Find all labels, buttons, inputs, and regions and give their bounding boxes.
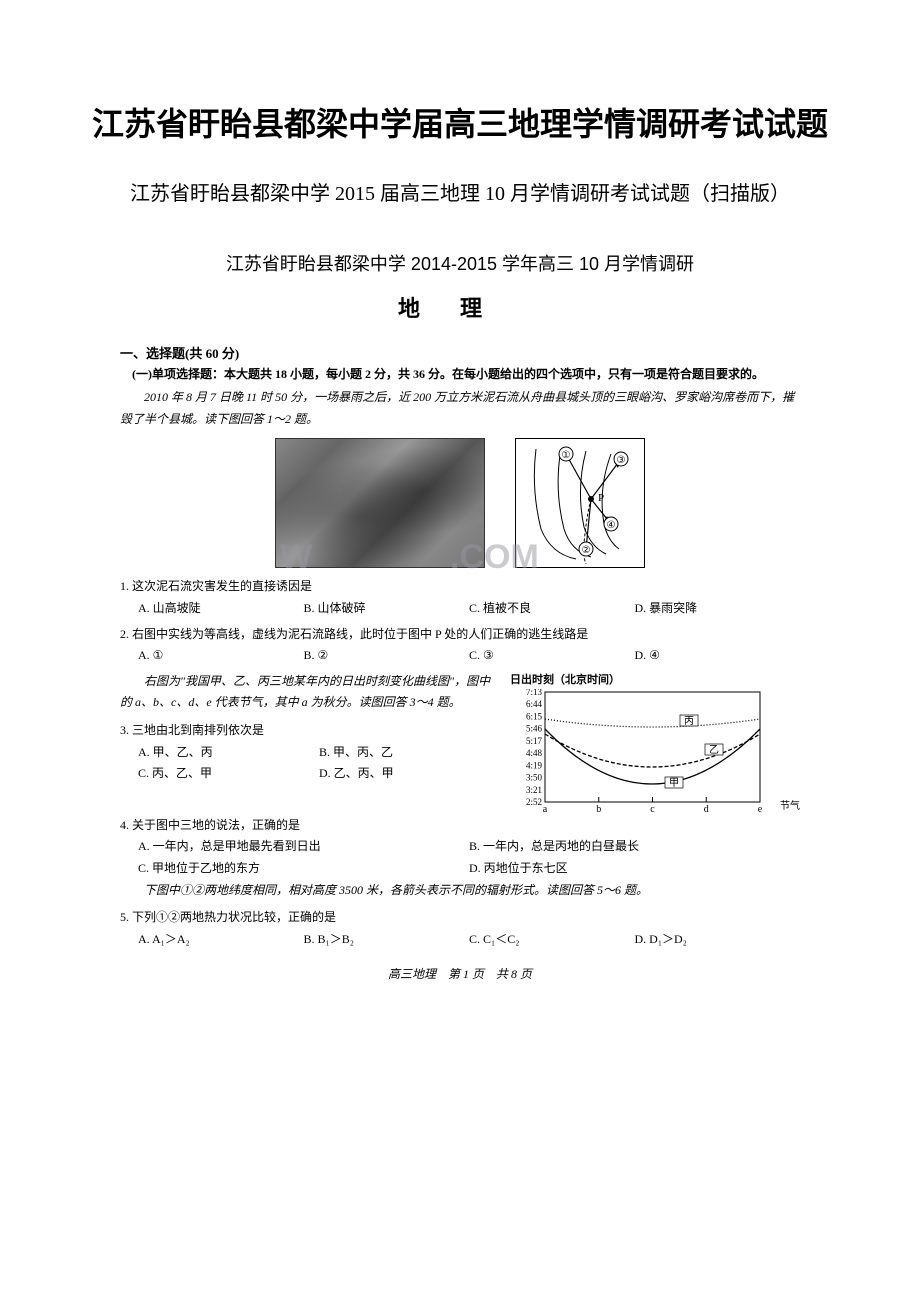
q3-options: A. 甲、乙、丙 B. 甲、丙、乙 C. 丙、乙、甲 D. 乙、丙、甲 — [120, 742, 500, 785]
q5-d: D. D₁＞D₂ — [635, 929, 801, 951]
figure-row-1: ① ② ③ ④ P W .COM — [120, 438, 800, 568]
svg-text:5:46: 5:46 — [526, 723, 543, 733]
q3-c: C. 丙、乙、甲 — [138, 763, 319, 785]
q3-d: D. 乙、丙、甲 — [319, 763, 500, 785]
q1-b: B. 山体破碎 — [304, 598, 470, 620]
q4-c: C. 甲地位于乙地的东方 — [138, 858, 469, 880]
q2-a: A. ① — [138, 645, 304, 667]
diagram-label-2: ② — [582, 545, 591, 556]
context-2: 右图为"我国甲、乙、丙三地某年内的日出时刻变化曲线图"，图中的 a、b、c、d、… — [120, 671, 500, 714]
diagram-label-4: ④ — [607, 520, 616, 531]
q4-b: B. 一年内，总是丙地的白昼最长 — [469, 836, 800, 858]
svg-text:丙: 丙 — [684, 716, 694, 727]
svg-text:4:19: 4:19 — [526, 760, 543, 770]
sunrise-chart: 日出时刻（北京时间） 2:52 3:21 3:50 4:19 4:48 5:17 5:46 6… — [510, 671, 800, 811]
instruction: (一)单项选择题：本大题共 18 小题，每小题 2 分，共 36 分。在每小题给… — [120, 365, 800, 384]
q4-d: D. 丙地位于东七区 — [469, 858, 800, 880]
q4-a: A. 一年内，总是甲地最先看到日出 — [138, 836, 469, 858]
page-footer: 高三地理 第 1 页 共 8 页 — [120, 965, 800, 982]
scan-subject: 地理 — [120, 291, 800, 323]
svg-text:甲: 甲 — [669, 778, 679, 789]
svg-text:e: e — [758, 804, 763, 814]
q1-options: A. 山高坡陡 B. 山体破碎 C. 植被不良 D. 暴雨突降 — [120, 598, 800, 620]
svg-text:乙: 乙 — [709, 744, 719, 756]
svg-text:3:50: 3:50 — [526, 772, 543, 782]
svg-text:d: d — [704, 804, 709, 814]
mudslide-photo — [275, 438, 485, 568]
q2-stem: 2. 右图中实线为等高线，虚线为泥石流路线，此时位于图中 P 处的人们正确的逃生… — [120, 624, 800, 646]
svg-text:b: b — [596, 804, 601, 814]
svg-text:4:48: 4:48 — [526, 748, 543, 758]
context-3: 下图中①②两地纬度相同，相对高度 3500 米，各箭头表示不同的辐射形式。读图回… — [120, 880, 800, 902]
q1-stem: 1. 这次泥石流灾害发生的直接诱因是 — [120, 576, 800, 598]
diagram-label-1: ① — [562, 450, 571, 461]
svg-text:5:17: 5:17 — [526, 736, 543, 746]
svg-text:7:13: 7:13 — [526, 689, 543, 697]
q3-stem: 3. 三地由北到南排列依次是 — [120, 720, 500, 742]
q2-options: A. ① B. ② C. ③ D. ④ — [120, 645, 800, 667]
q2-b: B. ② — [304, 645, 470, 667]
diagram-label-3: ③ — [617, 455, 626, 466]
svg-text:2:52: 2:52 — [526, 797, 542, 807]
chart-xlabel: 节气 — [780, 799, 800, 812]
block-3-4: 右图为"我国甲、乙、丙三地某年内的日出时刻变化曲线图"，图中的 a、b、c、d、… — [120, 671, 800, 811]
q2-c: C. ③ — [469, 645, 635, 667]
diagram-label-p: P — [598, 492, 604, 504]
subtitle: 江苏省盱眙县都梁中学 2015 届高三地理 10 月学情调研考试试题（扫描版） — [90, 178, 830, 210]
context-1: 2010 年 8 月 7 日晚 11 时 50 分，一场暴雨之后，近 200 万… — [120, 387, 800, 430]
svg-text:6:15: 6:15 — [526, 711, 543, 721]
q1-d: D. 暴雨突降 — [635, 598, 801, 620]
contour-diagram: ① ② ③ ④ P — [515, 438, 645, 568]
q1-c: C. 植被不良 — [469, 598, 635, 620]
svg-text:a: a — [543, 804, 548, 814]
q3-a: A. 甲、乙、丙 — [138, 742, 319, 764]
q1-a: A. 山高坡陡 — [138, 598, 304, 620]
scan-header: 江苏省盱眙县都梁中学 2014-2015 学年高三 10 月学情调研 — [120, 250, 800, 276]
main-title: 江苏省盱眙县都梁中学届高三地理学情调研考试试题 — [90, 100, 830, 148]
q5-stem: 5. 下列①②两地热力状况比较，正确的是 — [120, 907, 800, 929]
scanned-page: 江苏省盱眙县都梁中学 2014-2015 学年高三 10 月学情调研 地理 一、… — [90, 240, 830, 992]
chart-title: 日出时刻（北京时间） — [510, 671, 800, 687]
q5-options: A. A₁＞A₂ B. B₁＞B₂ C. C₁＜C₂ D. D₁＞D₂ — [120, 929, 800, 951]
q3-b: B. 甲、丙、乙 — [319, 742, 500, 764]
q5-c: C. C₁＜C₂ — [469, 929, 635, 951]
section-label: 一、选择题(共 60 分) — [120, 343, 800, 362]
svg-text:3:21: 3:21 — [526, 785, 542, 795]
svg-text:6:44: 6:44 — [526, 699, 543, 709]
q2-d: D. ④ — [635, 645, 801, 667]
q5-b: B. B₁＞B₂ — [304, 929, 470, 951]
svg-text:c: c — [650, 804, 655, 814]
q4-options: A. 一年内，总是甲地最先看到日出 B. 一年内，总是丙地的白昼最长 C. 甲地… — [120, 836, 800, 879]
q5-a: A. A₁＞A₂ — [138, 929, 304, 951]
